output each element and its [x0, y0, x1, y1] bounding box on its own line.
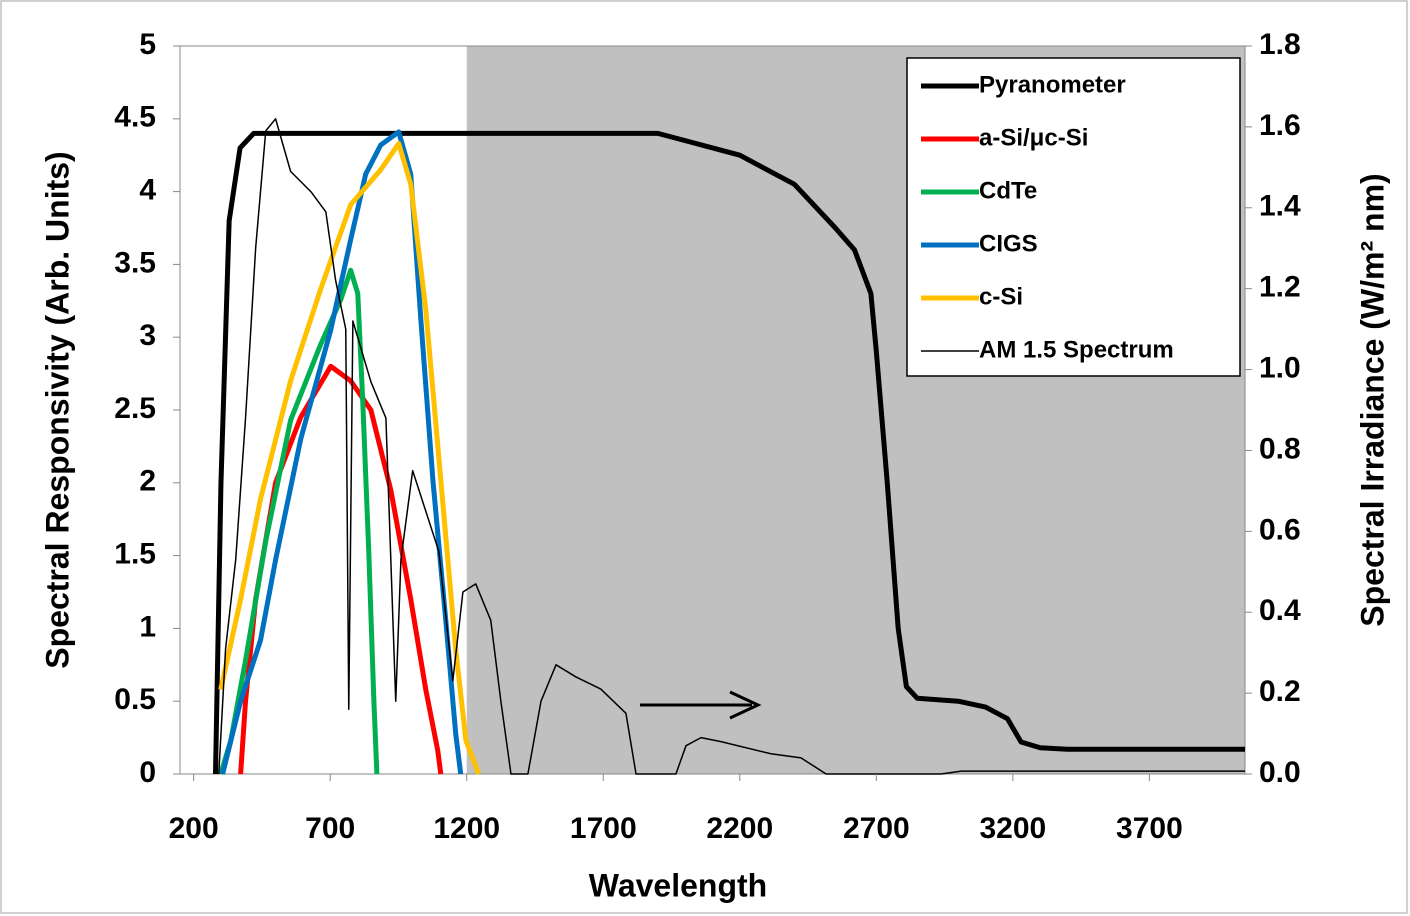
x-tick-label: 200 [169, 812, 219, 845]
y-tick-label: 5 [139, 28, 156, 61]
legend-label: AM 1.5 Spectrum [979, 336, 1174, 363]
y-tick-label: 4 [139, 174, 156, 207]
y-tick-label: 4.5 [114, 101, 156, 134]
y2-tick-label: 1.0 [1259, 351, 1301, 384]
x-tick-label: 1200 [433, 812, 500, 845]
y-tick-label: 3 [139, 319, 156, 352]
y2-tick-label: 1.2 [1259, 271, 1301, 304]
legend-box [906, 57, 1241, 377]
y2-tick-label: 0.2 [1259, 675, 1301, 708]
y2-tick-label: 1.4 [1259, 190, 1301, 223]
series-line [213, 130, 1245, 775]
y2-tick-label: 1.8 [1259, 28, 1301, 61]
series-line [218, 141, 482, 775]
y-tick-label: 0 [139, 756, 156, 789]
y-tick-label: 3.5 [114, 246, 156, 279]
y2-axis-title: Spectral Irradiance (W/m² nm) [1354, 173, 1390, 626]
series-line [218, 118, 1245, 775]
y-tick-label: 0.5 [114, 683, 156, 716]
series-line [218, 267, 380, 775]
legend-label: c-Si [979, 283, 1023, 310]
x-tick-label: 3200 [980, 812, 1047, 845]
y2-tick-label: 0.6 [1259, 513, 1301, 546]
x-axis-title: Wavelength [589, 867, 767, 903]
y-tick-label: 2.5 [114, 392, 156, 425]
y-tick-label: 1.5 [114, 538, 156, 571]
x-tick-label: 3700 [1116, 812, 1183, 845]
legend-label: CdTe [979, 177, 1037, 204]
y-tick-label: 1 [139, 610, 156, 643]
y2-tick-label: 0.8 [1259, 432, 1301, 465]
x-tick-label: 700 [305, 812, 355, 845]
arrow-head [729, 690, 762, 720]
y-axis-title: Spectral Responsivity (Arb. Units) [39, 151, 75, 668]
series-line [220, 129, 464, 775]
legend-label: a-Si/μc-Si [979, 124, 1088, 151]
y2-tick-label: 1.6 [1259, 109, 1301, 142]
y-tick-label: 2 [139, 465, 156, 498]
y2-tick-label: 0.0 [1259, 756, 1301, 789]
legend-label: CIGS [979, 230, 1038, 257]
x-tick-label: 2200 [706, 812, 773, 845]
y2-tick-label: 0.4 [1259, 594, 1301, 627]
legend-label: Pyranometer [979, 71, 1126, 98]
x-tick-label: 2700 [843, 812, 910, 845]
x-tick-label: 1700 [570, 812, 637, 845]
